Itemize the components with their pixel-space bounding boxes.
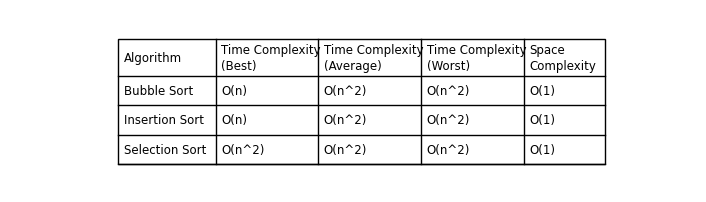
- Text: O(n): O(n): [221, 85, 247, 98]
- Text: O(1): O(1): [530, 114, 555, 127]
- Text: Algorithm: Algorithm: [124, 52, 182, 65]
- Text: O(n^2): O(n^2): [426, 143, 470, 156]
- Text: O(n^2): O(n^2): [324, 85, 367, 98]
- Bar: [119, 40, 605, 164]
- Text: O(1): O(1): [530, 85, 555, 98]
- Text: Time Complexity
(Average): Time Complexity (Average): [324, 43, 424, 73]
- Text: Time Complexity
(Best): Time Complexity (Best): [221, 43, 321, 73]
- Text: O(n): O(n): [221, 114, 247, 127]
- Text: Bubble Sort: Bubble Sort: [124, 85, 193, 98]
- Text: Insertion Sort: Insertion Sort: [124, 114, 204, 127]
- Text: O(n^2): O(n^2): [221, 143, 265, 156]
- Text: Selection Sort: Selection Sort: [124, 143, 206, 156]
- Text: Space
Complexity: Space Complexity: [530, 43, 596, 73]
- Text: O(n^2): O(n^2): [324, 114, 367, 127]
- Text: O(1): O(1): [530, 143, 555, 156]
- Text: O(n^2): O(n^2): [426, 85, 470, 98]
- Text: O(n^2): O(n^2): [324, 143, 367, 156]
- Text: Time Complexity
(Worst): Time Complexity (Worst): [426, 43, 526, 73]
- Text: O(n^2): O(n^2): [426, 114, 470, 127]
